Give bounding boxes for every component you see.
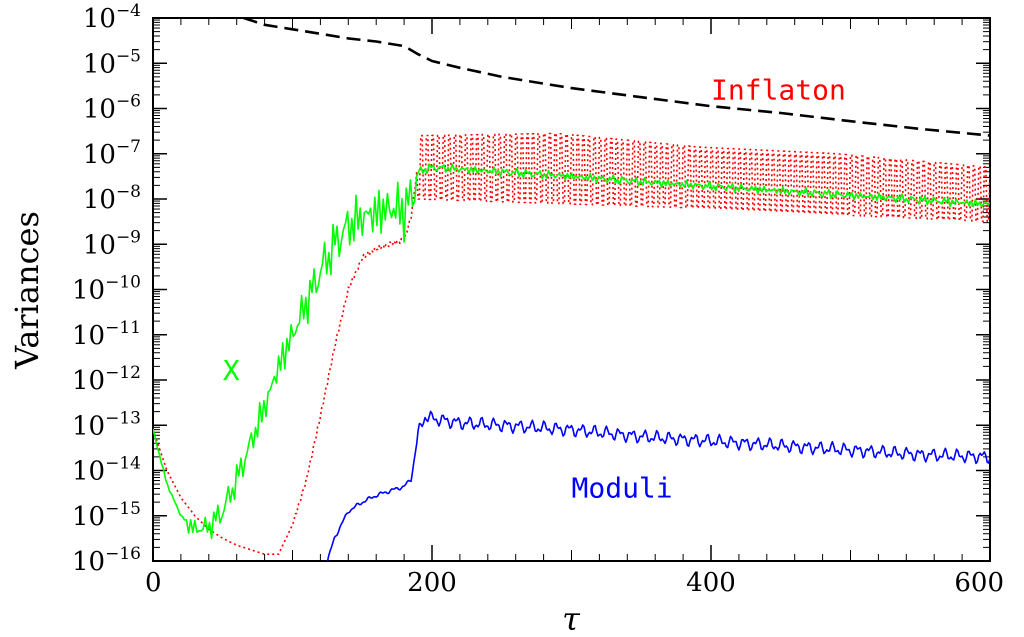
y-tick-label: 10−7 (83, 137, 141, 170)
x-tick-label: 0 (145, 568, 162, 598)
x-axis-title: τ (562, 600, 581, 637)
annotations: Inflaton X Moduli (223, 73, 846, 504)
x-tick-labels: 0 200 400 600 (145, 568, 1004, 598)
y-tick-label: 10−4 (83, 1, 141, 34)
y-tick-label: 10−16 (72, 544, 141, 577)
y-tick-label: 10−9 (83, 227, 141, 260)
series-line-x (153, 163, 990, 540)
y-tick-label: 10−5 (83, 46, 141, 79)
y-axis-title: Variances (8, 211, 46, 370)
y-tick-label: 10−12 (72, 363, 141, 396)
y-tick-label: 10−10 (72, 273, 141, 306)
y-tick-labels: 10−16 10−15 10−14 10−13 10−12 10−11 10−10 10−9 1… (72, 1, 141, 577)
y-tick-label: 10−13 (72, 408, 141, 441)
x-tick-label: 400 (686, 568, 736, 598)
annotation-label: Inflaton (711, 73, 846, 106)
series-line-dashed (243, 18, 990, 137)
series-group (153, 18, 990, 561)
annotation-label: Moduli (572, 472, 673, 505)
y-tick-label: 10−8 (83, 182, 141, 215)
axis-ticks (152, 17, 991, 562)
x-tick-label: 600 (954, 568, 1004, 598)
y-tick-label: 10−15 (72, 499, 141, 532)
y-tick-label: 10−6 (83, 92, 141, 125)
y-tick-label: 10−11 (72, 318, 141, 351)
y-tick-label: 10−14 (72, 454, 141, 487)
x-tick-label: 200 (407, 568, 457, 598)
annotation-label: X (223, 354, 240, 387)
series-line-moduli (326, 410, 990, 561)
